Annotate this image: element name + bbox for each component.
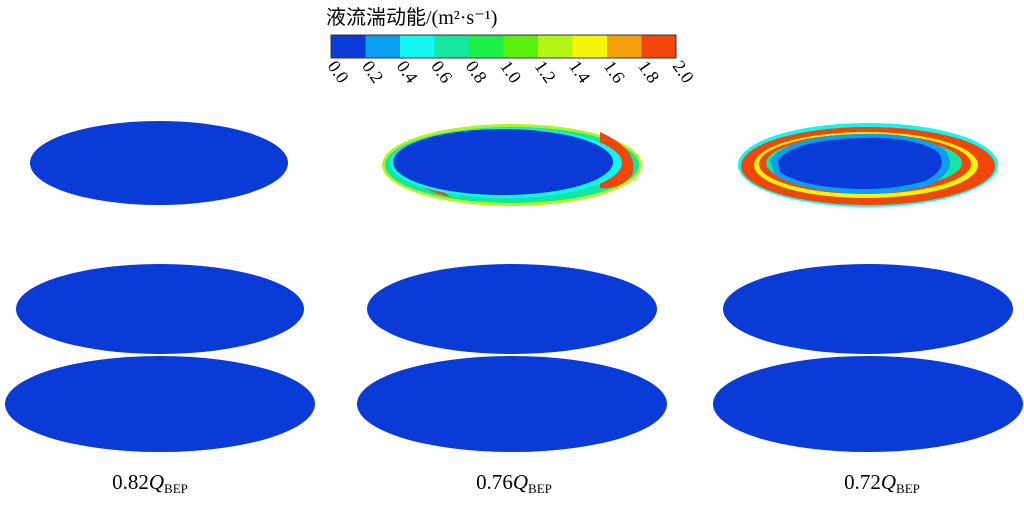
column-label: 0.76QBEP	[476, 470, 552, 496]
symbol: Q	[149, 470, 164, 494]
colorbar-segment	[538, 35, 573, 58]
contour	[30, 121, 288, 205]
colorbar-title: 液流湍动能/(m²·s⁻¹)	[326, 6, 497, 29]
colorbar-tick-label: 1.6	[600, 57, 629, 87]
colorbar-tick-label: 2.0	[669, 57, 698, 87]
subscript: BEP	[896, 481, 920, 496]
contour	[16, 264, 304, 354]
colorbar-tick-label: 0.8	[462, 57, 491, 87]
contour	[382, 124, 642, 206]
colorbar-segment	[331, 35, 366, 58]
colorbar-tick-label: 0.2	[358, 57, 387, 87]
contour	[738, 123, 998, 207]
factor: 0.82	[112, 470, 149, 494]
factor: 0.72	[844, 470, 881, 494]
colorbar-tick-label: 1.0	[496, 57, 525, 87]
colorbar-tick-label: 1.4	[565, 57, 594, 87]
colorbar-segment	[434, 35, 470, 58]
colorbar-tick-label: 1.8	[634, 57, 663, 87]
contour	[5, 356, 315, 452]
colorbar-segment	[503, 35, 539, 58]
colorbar-tick-label: 0.4	[393, 57, 422, 87]
symbol: Q	[513, 470, 528, 494]
colorbar-frame	[330, 34, 677, 59]
colorbar-tick-label: 0.0	[324, 57, 353, 87]
contour	[357, 356, 667, 452]
colorbar-tick-label: 1.2	[531, 57, 560, 87]
colorbar-segment	[365, 35, 401, 58]
colorbar-tick-label: 0.6	[427, 57, 456, 87]
column-labels: 0.82QBEP 0.76QBEP 0.72QBEP	[112, 470, 920, 496]
column-label: 0.82QBEP	[112, 470, 188, 496]
colorbar-segment	[469, 35, 504, 58]
subscript: BEP	[164, 481, 188, 496]
symbol: Q	[881, 470, 896, 494]
colorbar-segment	[607, 35, 642, 58]
contour	[367, 264, 657, 354]
column-label: 0.72QBEP	[844, 470, 920, 496]
colorbar: 0.0 0.2 0.4 0.6 0.8 1.0 1.2 1.4 1.6 1.8 2.0	[324, 34, 698, 87]
contour	[713, 356, 1023, 452]
factor: 0.76	[476, 470, 513, 494]
contour	[723, 264, 1013, 354]
colorbar-segment	[572, 35, 608, 58]
colorbar-segment	[400, 35, 435, 58]
colorbar-segment	[641, 35, 677, 58]
subscript: BEP	[528, 481, 552, 496]
